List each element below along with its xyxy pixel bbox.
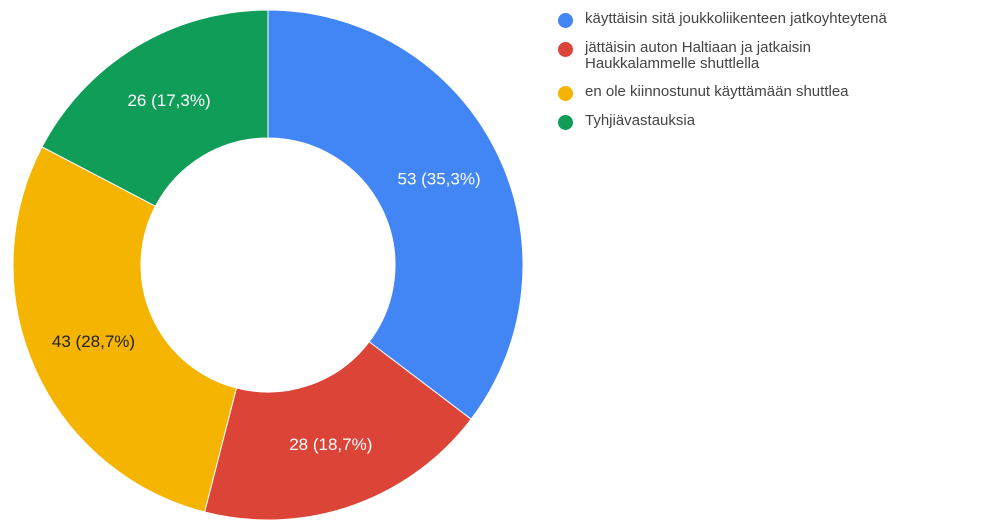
legend-label: en ole kiinnostunut käyttämään shuttlea bbox=[585, 83, 849, 100]
legend-label: jättäisin auton Haltiaan ja jatkaisin Ha… bbox=[585, 39, 811, 72]
data-label: 26 (17,3%) bbox=[127, 91, 210, 110]
donut-slice bbox=[41, 9, 269, 207]
donut-slice bbox=[267, 9, 524, 420]
legend-item: en ole kiinnostunut käyttämään shuttlea bbox=[558, 84, 978, 101]
data-label: 28 (18,7%) bbox=[289, 435, 372, 454]
legend-item: Tyhjiävastauksia bbox=[558, 113, 978, 130]
legend-swatch bbox=[558, 13, 573, 28]
data-label: 53 (35,3%) bbox=[397, 170, 480, 189]
legend-item: käyttäisin sitä joukkoliikenteen jatkoyh… bbox=[558, 11, 978, 28]
legend-label: käyttäisin sitä joukkoliikenteen jatkoyh… bbox=[585, 10, 887, 27]
donut-chart: 53 (35,3%) 28 (18,7%) 43 (28,7%) 26 (17,3%) bbox=[12, 9, 524, 520]
data-label: 43 (28,7%) bbox=[52, 332, 135, 351]
legend-swatch bbox=[558, 86, 573, 101]
legend: käyttäisin sitä joukkoliikenteen jatkoyh… bbox=[558, 11, 978, 130]
legend-label: Tyhjiävastauksia bbox=[585, 112, 696, 129]
donut-slice bbox=[12, 146, 238, 513]
donut-slice bbox=[203, 341, 472, 520]
legend-item: jättäisin auton Haltiaan ja jatkaisin Ha… bbox=[558, 40, 978, 72]
legend-swatch bbox=[558, 115, 573, 130]
legend-swatch bbox=[558, 42, 573, 57]
